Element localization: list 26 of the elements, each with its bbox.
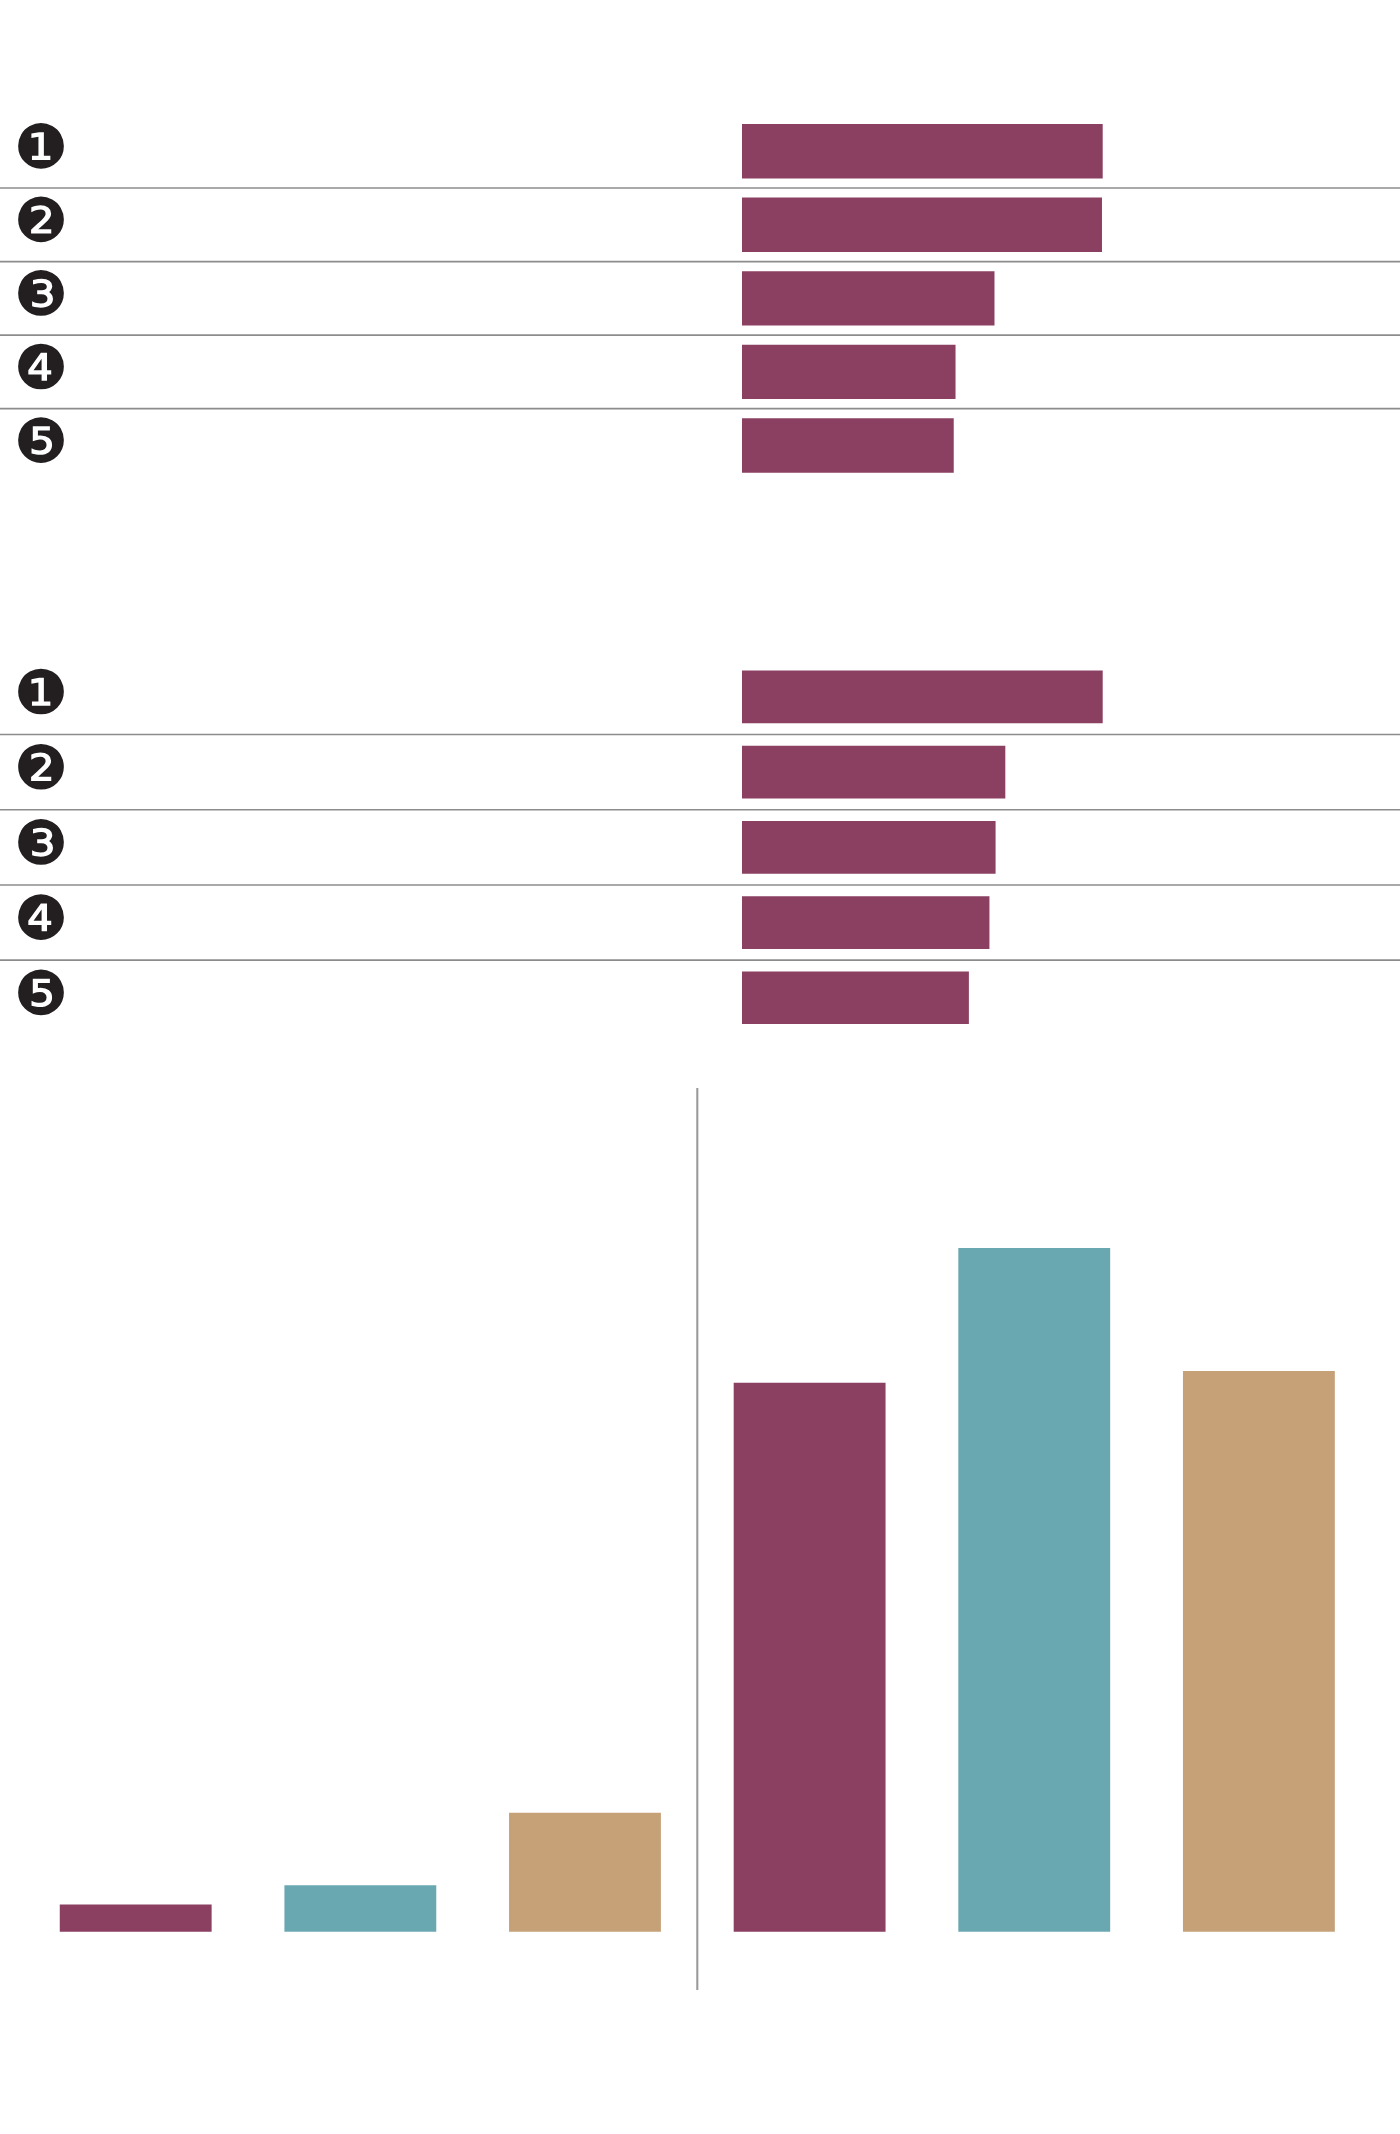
bar xyxy=(742,821,996,874)
y-tick-label: ❺ xyxy=(18,969,64,1016)
y-tick-label: ❸ xyxy=(18,819,64,865)
bar xyxy=(742,896,990,949)
bar xyxy=(1182,1371,1335,1932)
y-tick-label: ❺ xyxy=(18,417,64,463)
y-tick-label: ❷ xyxy=(18,196,64,243)
bar xyxy=(284,1885,437,1932)
y-tick-label: ❹ xyxy=(18,343,64,390)
bar xyxy=(742,124,1103,179)
bar xyxy=(509,1812,661,1932)
bar xyxy=(742,271,995,326)
y-tick-label: ❶ xyxy=(18,668,64,715)
y-tick-label: ❹ xyxy=(18,894,64,941)
bar xyxy=(733,1382,886,1932)
bar xyxy=(742,971,969,1025)
bar xyxy=(958,1247,1111,1932)
bar xyxy=(59,1904,212,1932)
bar xyxy=(742,418,954,473)
bar xyxy=(742,197,1102,253)
bar xyxy=(742,745,1006,799)
bar xyxy=(742,670,1103,724)
y-tick-label: ❷ xyxy=(18,743,64,790)
bar xyxy=(742,344,956,400)
y-tick-label: ❶ xyxy=(18,123,64,169)
y-tick-label: ❸ xyxy=(18,270,64,316)
